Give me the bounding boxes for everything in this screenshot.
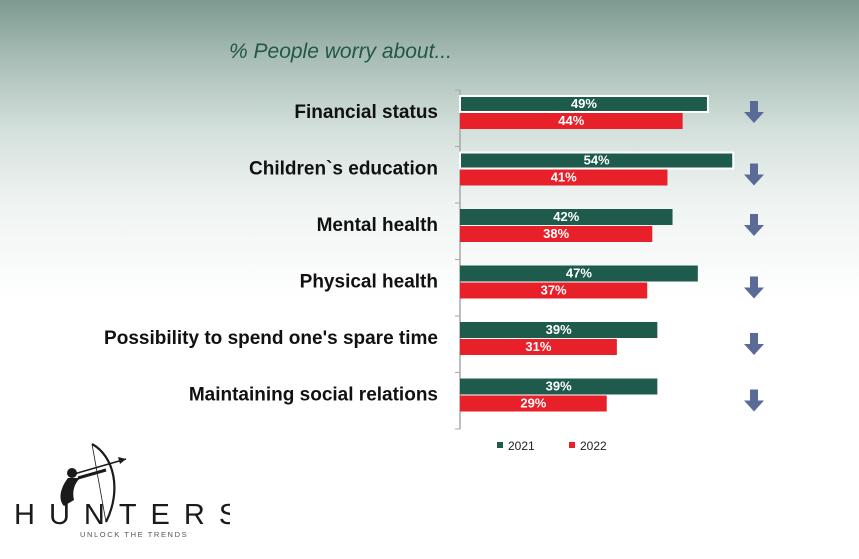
down-arrow-icon — [744, 163, 764, 186]
data-label-2022: 37% — [541, 283, 567, 298]
logo-tagline: UNLOCK THE TRENDS — [80, 530, 188, 539]
category-label: Financial status — [294, 102, 438, 123]
bar-2022 — [460, 226, 653, 242]
bar-2022 — [460, 113, 683, 129]
data-label-2021: 42% — [553, 209, 579, 224]
logo-wordmark: HUNTERS — [14, 499, 230, 531]
legend-swatch-2022 — [569, 442, 575, 448]
hunters-logo: HUNTERS UNLOCK THE TRENDS — [14, 443, 230, 539]
bar-2021 — [459, 151, 735, 170]
data-label-2022: 31% — [525, 339, 551, 354]
down-arrow-icon — [744, 333, 764, 355]
bar-2022 — [460, 395, 607, 412]
bar-chart: Financial status 49% 44% Children`s educati… — [104, 89, 764, 453]
down-arrow-icon — [744, 101, 764, 123]
bar-2021 — [459, 95, 709, 113]
category-label: Possibility to spend one's spare time — [104, 328, 438, 349]
legend-swatch-2021 — [497, 442, 503, 448]
data-label-2021: 39% — [546, 379, 572, 394]
data-label-2022: 41% — [551, 170, 577, 185]
category-label: Maintaining social relations — [189, 385, 438, 406]
down-arrow-icon — [744, 214, 764, 236]
legend-label-2021: 2021 — [508, 439, 535, 453]
down-arrow-icon — [744, 276, 764, 299]
bar-2022 — [460, 339, 617, 355]
category-label: Physical health — [300, 272, 438, 293]
bar-2021 — [460, 378, 658, 395]
bar-2021 — [460, 322, 658, 338]
down-arrow-icon — [744, 389, 764, 412]
bar-2021 — [460, 265, 698, 282]
data-label-2022: 38% — [543, 226, 569, 241]
archer-icon — [60, 443, 127, 523]
legend-label-2022: 2022 — [580, 439, 607, 453]
data-label-2022: 44% — [558, 113, 584, 128]
data-label-2022: 29% — [520, 396, 546, 411]
data-label-2021: 54% — [584, 153, 610, 168]
data-label-2021: 39% — [546, 322, 572, 337]
bar-2022 — [460, 282, 648, 299]
category-label: Children`s education — [249, 159, 438, 180]
chart-title: % People worry about... — [229, 40, 452, 63]
data-label-2021: 47% — [566, 266, 592, 281]
data-label-2021: 49% — [571, 96, 597, 111]
bar-2022 — [460, 169, 668, 186]
category-label: Mental health — [317, 215, 438, 236]
bar-2021 — [460, 209, 673, 225]
